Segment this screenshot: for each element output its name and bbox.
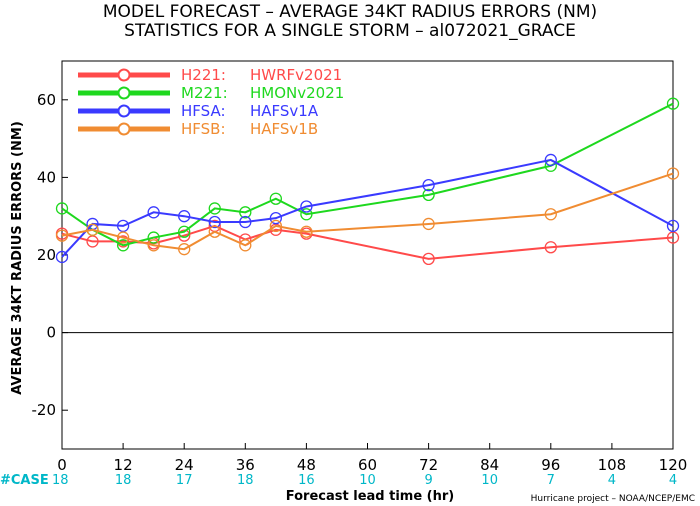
x-tick-label: 60 (358, 456, 377, 474)
legend-name: HWRFv2021 (250, 66, 342, 84)
x-tick-label: 120 (659, 456, 688, 474)
data-point-HAFSv1B (269, 219, 283, 233)
x-tick-label: 24 (175, 456, 194, 474)
case-count: 17 (176, 473, 193, 488)
data-point-HAFSv1B (239, 239, 252, 252)
case-count: 18 (237, 473, 254, 488)
data-point-HAFSv1A (147, 206, 160, 219)
legend-name: HAFSv1B (250, 120, 318, 138)
data-point-HAFSv1B (116, 231, 130, 244)
data-point-HMONv2021 (422, 188, 435, 202)
data-point-HMONv2021 (116, 239, 130, 252)
x-tick-label: 36 (236, 456, 255, 474)
case-count: 10 (359, 473, 376, 488)
data-point-HMONv2021 (178, 225, 191, 238)
x-tick-label: 108 (598, 456, 627, 474)
case-count: 4 (669, 473, 677, 488)
case-count: 18 (52, 473, 69, 488)
x-tick-label: 0 (57, 456, 67, 474)
data-point-HAFSv1B (300, 225, 313, 238)
data-point-HAFSv1A (55, 250, 69, 264)
y-axis-label: AVERAGE 34KT RADIUS ERRORS (NM) (10, 121, 25, 395)
credit-text: Hurricane project – NOAA/NCEP/EMC (531, 494, 695, 504)
chart-title-line-1: MODEL FORECAST – AVERAGE 34KT RADIUS ERR… (103, 2, 597, 22)
data-point-HAFSv1A (239, 215, 252, 229)
case-count-label: #CASE (0, 473, 49, 488)
x-tick-label: 84 (480, 456, 499, 474)
y-tick-label: 0 (46, 324, 56, 342)
data-point-HAFSv1A (300, 200, 313, 213)
data-point-HAFSv1B (178, 243, 191, 256)
y-tick-label: -20 (32, 401, 57, 419)
data-point-HAFSv1A (666, 219, 680, 233)
data-point-HMONv2021 (300, 208, 313, 221)
data-point-HMONv2021 (55, 202, 69, 215)
data-point-HAFSv1A (208, 215, 221, 229)
chart-title-line-2: STATISTICS FOR A SINGLE STORM – al072021… (124, 21, 576, 41)
case-count: 7 (547, 473, 555, 488)
data-point-HAFSv1B (544, 208, 557, 221)
data-point-HMONv2021 (147, 231, 160, 244)
data-point-HAFSv1A (178, 210, 191, 223)
data-point-HWRFv2021 (178, 229, 191, 242)
data-point-HAFSv1A (422, 179, 435, 192)
data-point-HAFSv1B (86, 223, 99, 236)
data-point-HMONv2021 (269, 192, 283, 205)
y-tick-label: 60 (37, 91, 56, 109)
legend-code: H221: (181, 66, 226, 84)
data-point-HAFSv1B (422, 217, 435, 231)
plot-frame (61, 60, 674, 450)
data-point-HAFSv1B (666, 167, 680, 180)
x-tick-label: 72 (419, 456, 438, 474)
data-point-HAFSv1A (544, 153, 557, 167)
x-tick-label: 96 (541, 456, 560, 474)
data-point-HAFSv1B (208, 225, 221, 238)
x-tick-label: 12 (114, 456, 133, 474)
plot-area: 0181218241736184816601072984109671084120… (32, 60, 688, 488)
data-point-HAFSv1A (269, 211, 283, 225)
y-tick-label: 40 (37, 168, 56, 186)
case-count: 18 (115, 473, 132, 488)
data-point-HAFSv1B (55, 229, 69, 242)
legend-code: HFSA: (181, 102, 226, 120)
data-point-HMONv2021 (666, 97, 680, 110)
x-axis-label: Forecast lead time (hr) (286, 489, 454, 504)
legend-name: HAFSv1A (250, 102, 319, 120)
legend-marker-HAFSv1B (117, 122, 131, 136)
data-point-HMONv2021 (239, 206, 252, 219)
legend-code: M221: (181, 84, 228, 102)
legend-name: HMONv2021 (250, 84, 344, 102)
legend-marker-HWRFv2021 (117, 68, 131, 82)
series-line-HMONv2021 (61, 102, 674, 247)
data-point-HWRFv2021 (544, 241, 557, 254)
case-count: 10 (481, 473, 498, 488)
case-count: 16 (298, 473, 315, 488)
data-point-HAFSv1B (147, 239, 160, 252)
data-point-HWRFv2021 (422, 252, 435, 266)
case-count: 4 (608, 473, 616, 488)
case-count: 9 (424, 473, 432, 488)
x-tick-label: 48 (297, 456, 316, 474)
legend-code: HFSB: (181, 120, 226, 138)
y-tick-label: 20 (37, 246, 56, 264)
data-point-HMONv2021 (208, 202, 221, 215)
legend-marker-HMONv2021 (117, 86, 131, 100)
legend-marker-HAFSv1A (117, 104, 131, 118)
